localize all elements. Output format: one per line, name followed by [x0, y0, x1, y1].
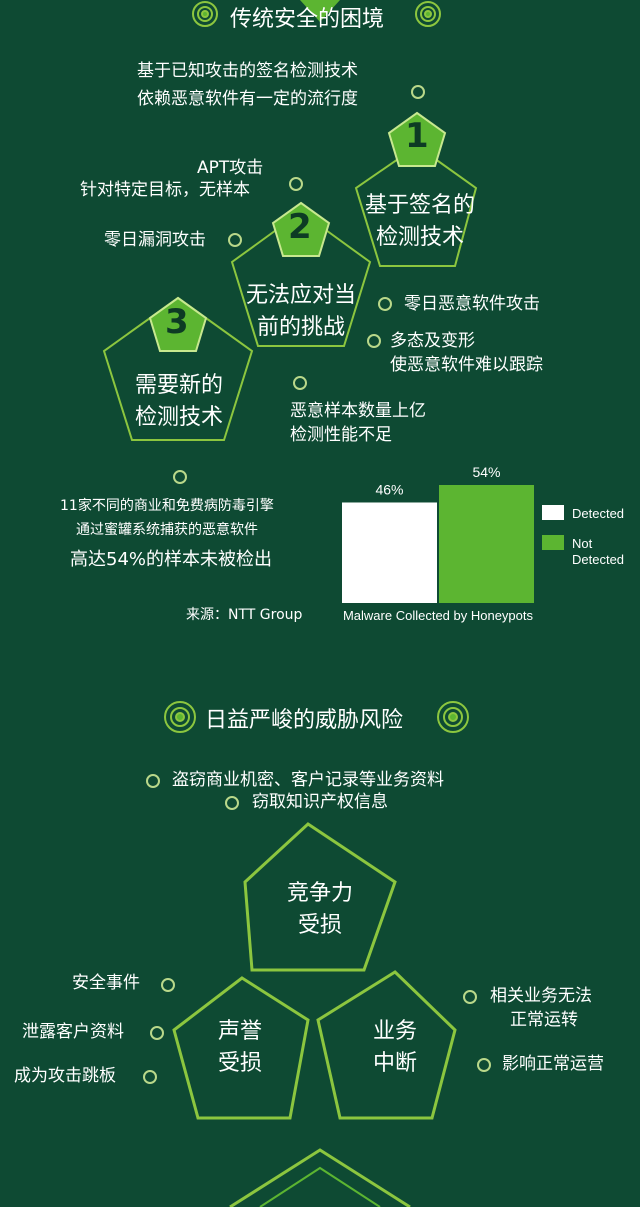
pentagon-3-outline: [102, 296, 254, 441]
competitive-line-2: 受损: [297, 913, 342, 938]
bullet-icon: [477, 1058, 491, 1072]
pentagon-2-label: 无法应对当 前的挑战: [226, 280, 376, 344]
right-note-business-1: 相关业务无法: [490, 986, 592, 1006]
pentagon-2-line-2: 前的挑战: [256, 315, 345, 340]
pentagon-competitive-outline: [243, 822, 397, 972]
reputation-line-1: 声誉: [217, 1019, 262, 1044]
legend-swatch: [542, 505, 564, 520]
data-label: 46%: [375, 481, 403, 497]
right-note-operations: 影响正常运营: [502, 1054, 604, 1074]
section1-title: 传统安全的困境: [230, 7, 385, 32]
legend-label: Detected: [572, 506, 624, 521]
signature-line-2: 依赖恶意软件有一定的流行度: [137, 89, 358, 109]
pentagon-3-line-2: 检测技术: [134, 405, 223, 430]
top-tab: [300, 0, 340, 22]
bullet-icon: [150, 1026, 164, 1040]
bullet-icon: [289, 177, 303, 191]
badge-number-3: 3: [165, 302, 189, 342]
signature-line-1: 基于已知攻击的签名检测技术: [137, 61, 358, 81]
bullet-icon: [463, 990, 477, 1004]
section2-title: 日益严峻的威胁风险: [205, 708, 404, 733]
pentagon-1-line-1: 基于签名的: [364, 193, 475, 218]
bottom-shape-inner: [259, 1166, 381, 1207]
engine-line-1: 11家不同的商业和免费病防毒引擎: [60, 498, 274, 514]
rosette-icon: [415, 1, 441, 27]
x-axis-label: Malware Collected by Honeypots: [343, 608, 534, 623]
number-badge-icon: [148, 296, 208, 352]
bar-not-detected: [439, 485, 534, 603]
legend-label: Detected: [572, 552, 624, 567]
zero-day-malware-note: 零日恶意软件攻击: [404, 294, 540, 314]
rosette-icon: [192, 1, 218, 27]
left-note-springboard: 成为攻击跳板: [14, 1066, 116, 1086]
competitive-label: 竞争力 受损: [250, 878, 390, 942]
pentagon-3-line-1: 需要新的: [134, 373, 223, 398]
volume-line-1: 恶意样本数量上亿: [290, 401, 426, 421]
volume-line-2: 检测性能不足: [290, 425, 392, 445]
bar-chart: 46% 54% Malware Collected by Honeypots Dete…: [342, 464, 624, 623]
bullet-icon: [411, 85, 425, 99]
threat-line-1: 盗窃商业机密、客户记录等业务资料: [172, 770, 444, 790]
bullet-icon: [378, 297, 392, 311]
badge-number-1: 1: [405, 116, 429, 156]
bar-detected: [342, 502, 437, 603]
bottom-shape: [229, 1148, 411, 1207]
pentagon-2-outline: [230, 210, 372, 347]
left-note-security-event: 安全事件: [72, 973, 140, 993]
pentagon-1-outline: [354, 144, 478, 267]
badge-number-2: 2: [288, 207, 312, 247]
bullet-icon: [228, 233, 242, 247]
bullet-icon: [293, 376, 307, 390]
business-label: 业务 中断: [335, 1016, 455, 1080]
legend-swatch: [542, 535, 564, 550]
pentagon-business-outline: [316, 970, 457, 1120]
engine-line-2: 通过蜜罐系统捕获的恶意软件: [76, 522, 258, 538]
undetected-line: 高达54%的样本未被检出: [70, 549, 273, 570]
threat-line-2: 窃取知识产权信息: [252, 792, 388, 812]
bullet-icon: [146, 774, 160, 788]
apt-line-2: 针对特定目标，无样本: [80, 180, 250, 200]
data-label: 54%: [472, 464, 500, 480]
business-line-1: 业务: [372, 1019, 417, 1044]
rosette-icon: [164, 701, 196, 733]
number-badge-icon: [387, 111, 447, 167]
reputation-line-2: 受损: [217, 1051, 262, 1076]
legend-label: Not: [572, 536, 593, 551]
reputation-label: 声誉 受损: [180, 1016, 300, 1080]
competitive-line-1: 竞争力: [286, 881, 353, 906]
number-badge-icon: [271, 201, 331, 257]
bullet-icon: [225, 796, 239, 810]
pentagon-1-label: 基于签名的 检测技术: [350, 190, 490, 254]
pentagon-3-label: 需要新的 检测技术: [104, 370, 254, 434]
pentagon-reputation-outline: [172, 976, 310, 1120]
pentagon-1-line-2: 检测技术: [375, 225, 464, 250]
bullet-icon: [367, 334, 381, 348]
left-note-customer-data: 泄露客户资料: [22, 1022, 124, 1042]
bullet-icon: [143, 1070, 157, 1084]
source-label: 来源：NTT Group: [186, 607, 303, 623]
apt-line-1: APT攻击: [197, 158, 264, 178]
zero-day-label: 零日漏洞攻击: [104, 230, 206, 250]
right-note-business-2: 正常运转: [510, 1010, 578, 1030]
bullet-icon: [161, 978, 175, 992]
bullet-icon: [173, 470, 187, 484]
polymorph-line-1: 多态及变形: [390, 331, 475, 351]
business-line-2: 中断: [372, 1051, 417, 1076]
pentagon-2-line-1: 无法应对当: [245, 283, 356, 308]
polymorph-line-2: 使恶意软件难以跟踪: [390, 355, 543, 375]
rosette-icon: [437, 701, 469, 733]
